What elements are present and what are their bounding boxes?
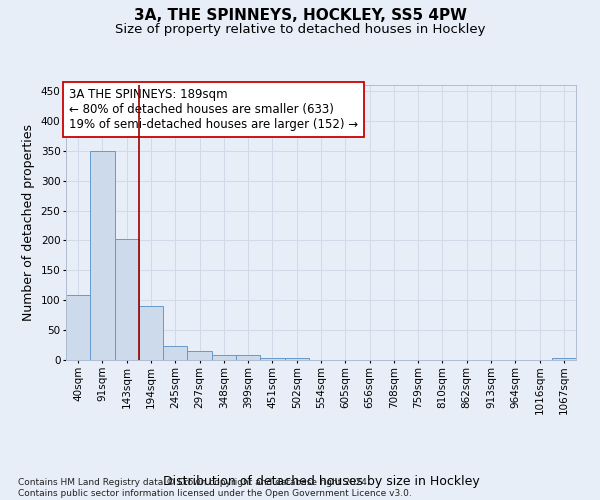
Bar — [115, 238, 139, 360]
Bar — [236, 355, 260, 360]
Bar — [260, 358, 284, 360]
Bar — [90, 151, 115, 360]
Text: 3A, THE SPINNEYS, HOCKLEY, SS5 4PW: 3A, THE SPINNEYS, HOCKLEY, SS5 4PW — [133, 8, 467, 22]
Text: Distribution of detached houses by size in Hockley: Distribution of detached houses by size … — [163, 474, 479, 488]
Bar — [187, 351, 212, 360]
Bar — [163, 346, 187, 360]
Text: Size of property relative to detached houses in Hockley: Size of property relative to detached ho… — [115, 22, 485, 36]
Bar — [284, 358, 309, 360]
Y-axis label: Number of detached properties: Number of detached properties — [22, 124, 35, 321]
Text: 3A THE SPINNEYS: 189sqm
← 80% of detached houses are smaller (633)
19% of semi-d: 3A THE SPINNEYS: 189sqm ← 80% of detache… — [68, 88, 358, 130]
Bar — [552, 358, 576, 360]
Bar — [212, 354, 236, 360]
Bar — [139, 306, 163, 360]
Bar — [66, 296, 90, 360]
Text: Contains HM Land Registry data © Crown copyright and database right 2024.
Contai: Contains HM Land Registry data © Crown c… — [18, 478, 412, 498]
